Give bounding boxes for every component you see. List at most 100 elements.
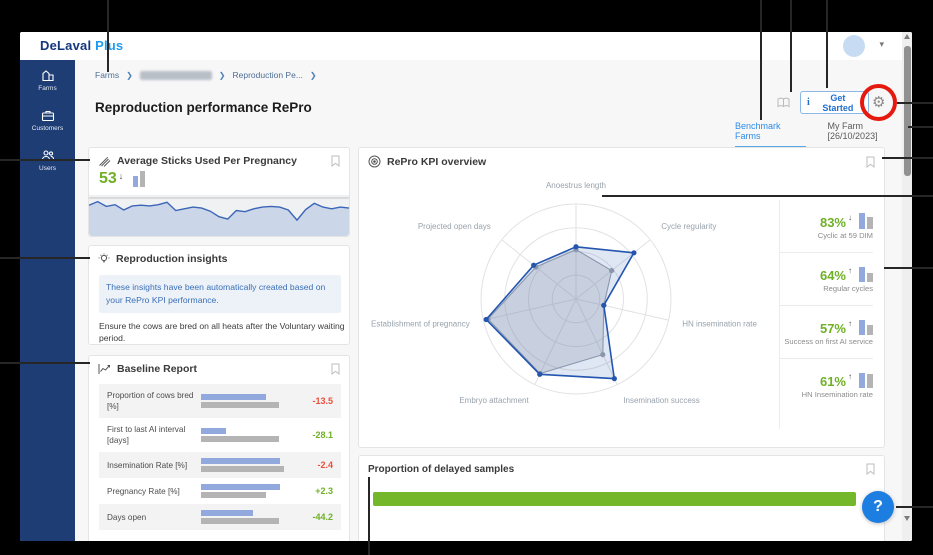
row-label: First to last AI interval [days]	[107, 425, 186, 446]
comparison-minibars	[859, 266, 873, 282]
row-value: +2.3	[315, 486, 333, 497]
row-value: -13.5	[312, 396, 333, 407]
card-header: Proportion of delayed samples	[359, 456, 884, 480]
scrollbar-thumb[interactable]	[903, 46, 911, 176]
bookmark-icon[interactable]	[331, 155, 340, 167]
kpi-value: 61%	[819, 374, 846, 389]
sidebar-item-farms[interactable]: Farms	[20, 60, 75, 100]
row-bars	[201, 458, 297, 473]
card-header: Average Sticks Used Per Pregnancy	[89, 148, 349, 172]
table-row[interactable]: Proportion of cows bred [%] -13.5	[99, 384, 341, 419]
get-started-button[interactable]: i Get Started	[800, 91, 869, 114]
kpi-tile-regular-cycles[interactable]: 64% ↑ Regular cycles	[780, 253, 873, 306]
comparison-minibars	[859, 212, 873, 229]
row-value: -2.4	[317, 460, 333, 471]
callout-line-help-button	[896, 506, 933, 508]
kpi-label: HN Insemination rate	[801, 390, 873, 399]
radar-axis-label: Anoestrus length	[546, 181, 606, 190]
callout-line-benchmark-tab	[760, 0, 762, 120]
chevron-right-icon: ❯	[218, 70, 226, 80]
kpi-tiles: 83% ↓ Cyclic at 59 DIM 64% ↑	[779, 200, 883, 429]
sidebar-item-label: Customers	[31, 125, 64, 132]
row-label: Insemination Rate [%]	[107, 460, 188, 470]
callout-line-breadcrumb	[107, 0, 109, 72]
customers-icon	[41, 109, 55, 122]
breadcrumb-current[interactable]: Reproduction Pe...	[232, 70, 303, 80]
callout-line-avg-sticks	[0, 159, 90, 161]
sticks-trend-chart-wrap	[89, 195, 349, 236]
trend-down-icon: ↓	[118, 171, 124, 181]
radar-axis-label: Projected open days	[418, 222, 491, 231]
bookmark-icon[interactable]	[866, 463, 875, 475]
kpi-label: Success on first AI service	[784, 336, 873, 346]
kpi-tile-cyclic[interactable]: 83% ↓ Cyclic at 59 DIM	[780, 200, 873, 253]
kpi-label: Regular cycles	[823, 283, 873, 293]
row-value: -28.1	[312, 430, 333, 441]
repro-kpi-radar-chart: Anoestrus length Cycle regularity HN insem…	[371, 181, 758, 405]
sidebar-item-users[interactable]: Users	[20, 140, 75, 180]
users-icon	[41, 149, 55, 162]
trend-up-icon: ↑	[848, 265, 852, 275]
help-button[interactable]: ?	[862, 491, 894, 523]
breadcrumb: Farms ❯ ❯ Reproduction Pe... ❯	[95, 70, 317, 80]
row-bars	[201, 428, 297, 443]
kpi-tile-first-ai-success[interactable]: 57% ↑ Success on first AI service	[780, 306, 873, 359]
line-chart-icon	[98, 363, 111, 375]
callout-line-get-started	[826, 0, 828, 88]
row-bars	[201, 484, 297, 499]
kpi-value: 57%	[819, 320, 846, 336]
sidebar-item-customers[interactable]: Customers	[20, 100, 75, 140]
brand-delaval: DeLaval	[40, 38, 92, 53]
card-title: Average Sticks Used Per Pregnancy	[117, 155, 297, 167]
callout-line-delayed-samples	[368, 477, 370, 555]
row-label: Pregnancy Rate [%]	[107, 486, 180, 496]
card-repro-kpi-overview: RePro KPI overview Anoestrus length Cycle…	[358, 147, 885, 448]
avatar-dropdown-caret[interactable]: ▾	[879, 39, 884, 49]
avatar[interactable]	[843, 35, 865, 57]
delayed-samples-bar-track	[373, 492, 871, 506]
radar-axis-label: HN insemination rate	[682, 319, 757, 328]
table-row[interactable]: Pregnancy Rate [%] +2.3	[99, 478, 341, 504]
sticks-value-row: 53 ↓	[99, 171, 146, 187]
card-header: Reproduction insights	[89, 246, 349, 270]
table-row[interactable]: Insemination Rate [%] -2.4	[99, 452, 341, 479]
breadcrumb-redacted[interactable]	[139, 70, 212, 80]
breadcrumb-farms[interactable]: Farms	[95, 70, 120, 80]
chevron-right-icon: ❯	[126, 70, 133, 80]
bookmark-icon[interactable]	[866, 156, 875, 168]
card-delayed-samples: Proportion of delayed samples	[358, 455, 885, 541]
top-bar: DeLaval Plus ▾	[20, 32, 912, 60]
tab-my-farm[interactable]: My Farm [26/10/2023]	[827, 121, 878, 141]
insight-info-box: These insights have been automatically c…	[99, 275, 341, 313]
scroll-down-icon[interactable]	[904, 516, 910, 521]
table-row[interactable]: First to last AI interval [days] -28.1	[99, 418, 341, 452]
row-label: Proportion of cows bred [%]	[107, 391, 194, 412]
baseline-table: Proportion of cows bred [%] -13.5 First …	[99, 384, 341, 531]
kpi-value: 83%	[819, 214, 846, 230]
tab-benchmark-farms[interactable]: Benchmark Farms	[735, 121, 806, 149]
callout-line-book-icon	[790, 0, 792, 92]
callout-line-gear	[897, 102, 933, 104]
trend-down-icon: ↓	[848, 212, 852, 222]
scrollbar[interactable]	[902, 32, 912, 541]
card-header: Baseline Report	[89, 356, 349, 380]
radar-axis-label: Insemination success	[623, 396, 699, 405]
kpi-value: 64%	[819, 267, 846, 283]
callout-line-baseline	[0, 362, 90, 364]
scroll-up-icon[interactable]	[904, 34, 910, 39]
radar-axis-label: Embryo attachment	[459, 396, 529, 405]
sticks-icon	[98, 156, 111, 167]
callout-line-my-farm-tab	[908, 126, 933, 128]
table-row[interactable]: Days open -44.2	[99, 504, 341, 531]
kpi-tile-hn-insemination[interactable]: 61% ↑ HN Insemination rate	[780, 359, 873, 412]
bookmark-icon[interactable]	[331, 363, 340, 375]
report-book-icon[interactable]	[777, 95, 790, 113]
view-tabs: Benchmark Farms My Farm [26/10/2023]	[735, 121, 912, 149]
card-average-sticks: Average Sticks Used Per Pregnancy 53 ↓	[88, 147, 350, 237]
radar-axis-label: Cycle regularity	[661, 222, 716, 231]
brand-plus: Plus	[95, 38, 124, 53]
row-bars	[201, 394, 297, 409]
comparison-minibars	[133, 171, 146, 187]
callout-line-anoestrus	[602, 195, 933, 197]
